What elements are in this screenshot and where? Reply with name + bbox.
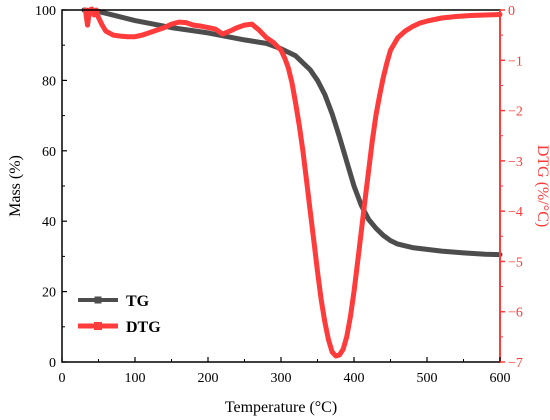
y-axis-right-title: DTG (%/°C) [534,145,550,227]
y-right-tick-label: −3 [508,155,523,170]
legend: TG DTG [78,293,161,336]
x-axis: 0 100 200 300 400 500 600 [59,357,511,386]
legend-tg-marker [94,296,102,304]
x-tick-label: 600 [490,371,511,386]
series-line-dtg [82,6,503,359]
y-left-tick-label: 80 [42,74,56,89]
y-axis-right: −7 −6 −5 −4 −3 −2 −1 0 [500,4,523,371]
x-tick-label: 0 [59,371,66,386]
y-left-tick-label: 100 [35,4,56,19]
y-right-tick-label: −4 [508,205,523,220]
legend-item-dtg: DTG [78,319,161,336]
y-right-tick-label: −2 [508,105,523,120]
x-tick-label: 200 [198,371,219,386]
y-right-tick-label: −7 [508,356,523,371]
legend-tg-label: TG [126,293,150,310]
y-left-tick-label: 20 [42,286,56,301]
legend-dtg-marker [94,322,102,330]
x-tick-label: 100 [125,371,146,386]
plot-content [81,6,503,359]
x-tick-label: 300 [271,371,292,386]
legend-item-tg: TG [78,293,150,310]
y-right-tick-label: −1 [508,54,523,69]
y-left-tick-label: 40 [42,215,56,230]
y-left-tick-label: 60 [42,145,56,160]
series-line-tg [81,7,503,258]
y-left-tick-label: 0 [49,356,56,371]
x-tick-label: 500 [417,371,438,386]
x-axis-title: Temperature (°C) [225,399,337,416]
legend-dtg-label: DTG [126,319,161,336]
y-right-tick-label: 0 [508,4,515,19]
y-right-tick-label: −5 [508,255,523,270]
x-tick-label: 400 [344,371,365,386]
y-right-tick-label: −6 [508,306,523,321]
y-axis-left: 0 20 40 60 80 100 [35,4,67,371]
y-axis-left-title: Mass (%) [7,155,24,217]
